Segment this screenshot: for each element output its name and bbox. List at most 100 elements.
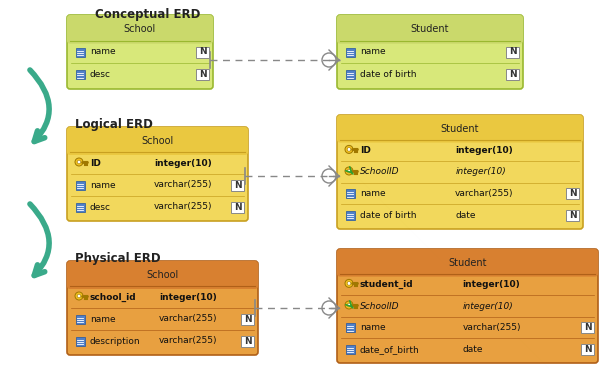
Bar [581,322,594,333]
Bar [345,345,355,354]
Text: name: name [90,180,116,190]
Text: integer(10): integer(10) [159,293,216,301]
FancyBboxPatch shape [337,249,598,363]
Text: N: N [568,189,576,198]
Text: integer(10): integer(10) [455,146,513,155]
Text: N: N [199,48,206,56]
Text: varchar(255): varchar(255) [159,337,218,345]
Circle shape [345,167,353,175]
Text: date of birth: date of birth [360,70,416,79]
Text: date: date [462,345,483,354]
Bar [71,130,244,152]
Bar [71,18,209,41]
Circle shape [75,292,83,300]
Text: varchar(255): varchar(255) [455,189,514,198]
FancyBboxPatch shape [67,15,213,89]
Text: N: N [244,314,251,324]
Text: varchar(255): varchar(255) [154,203,213,211]
FancyBboxPatch shape [337,15,523,44]
FancyBboxPatch shape [337,15,523,89]
Text: Logical ERD: Logical ERD [75,118,153,131]
Bar [566,210,579,221]
Bar [241,314,254,324]
Bar [76,203,84,211]
Text: N: N [199,70,206,79]
FancyBboxPatch shape [67,261,258,355]
Text: School: School [124,24,156,34]
Text: varchar(255): varchar(255) [159,314,218,324]
Text: School: School [147,270,179,280]
Text: SchoolID: SchoolID [360,301,399,310]
Text: varchar(255): varchar(255) [154,180,213,190]
Text: N: N [508,70,516,79]
Circle shape [347,148,351,151]
Text: N: N [584,345,591,354]
Bar [345,70,355,79]
Text: date: date [455,211,476,220]
Text: varchar(255): varchar(255) [462,323,521,332]
Circle shape [347,303,351,307]
Text: SchoolID: SchoolID [360,168,399,176]
Bar [341,18,519,41]
Bar [345,323,355,332]
Bar [345,211,355,220]
Circle shape [77,294,81,298]
Text: N: N [584,323,591,332]
Text: ID: ID [360,146,371,155]
Text: desc: desc [90,70,111,79]
Text: integer(10): integer(10) [462,301,513,310]
Text: N: N [508,48,516,56]
Bar [231,201,244,213]
Bar [506,69,519,80]
Bar [341,118,579,139]
Bar [506,46,519,58]
FancyBboxPatch shape [67,127,248,221]
Text: desc: desc [90,203,111,211]
Text: name: name [360,189,385,198]
Bar [581,344,594,355]
Text: N: N [234,203,241,211]
Bar [76,48,84,56]
Text: name: name [90,48,116,56]
Text: name: name [90,314,116,324]
Bar [241,335,254,346]
Text: name: name [360,48,385,56]
Bar [71,264,254,286]
Bar [341,252,594,273]
Text: Conceptual ERD: Conceptual ERD [95,8,201,21]
Bar [76,70,84,79]
Text: N: N [234,180,241,190]
Text: ID: ID [90,159,101,168]
FancyBboxPatch shape [67,15,213,44]
FancyBboxPatch shape [337,115,583,229]
Bar [345,189,355,198]
Circle shape [347,169,351,173]
Text: student_id: student_id [360,280,414,289]
Text: description: description [90,337,141,345]
Text: name: name [360,323,385,332]
FancyBboxPatch shape [67,261,258,289]
Bar [231,179,244,190]
Bar [196,46,209,58]
Text: integer(10): integer(10) [154,159,211,168]
Text: Physical ERD: Physical ERD [75,252,161,265]
Bar [76,180,84,190]
Text: integer(10): integer(10) [462,280,520,289]
Text: Student: Student [411,24,449,34]
Circle shape [345,279,353,287]
Circle shape [347,282,351,285]
Text: Student: Student [441,124,479,134]
Text: date_of_birth: date_of_birth [360,345,420,354]
Text: school_id: school_id [90,292,136,301]
FancyBboxPatch shape [67,127,248,155]
Text: N: N [568,211,576,220]
Text: date of birth: date of birth [360,211,416,220]
Circle shape [345,145,353,154]
Bar [345,48,355,56]
Text: integer(10): integer(10) [455,168,506,176]
Circle shape [75,158,83,166]
Text: School: School [141,136,174,146]
Bar [196,69,209,80]
Bar [566,188,579,199]
Circle shape [345,301,353,309]
